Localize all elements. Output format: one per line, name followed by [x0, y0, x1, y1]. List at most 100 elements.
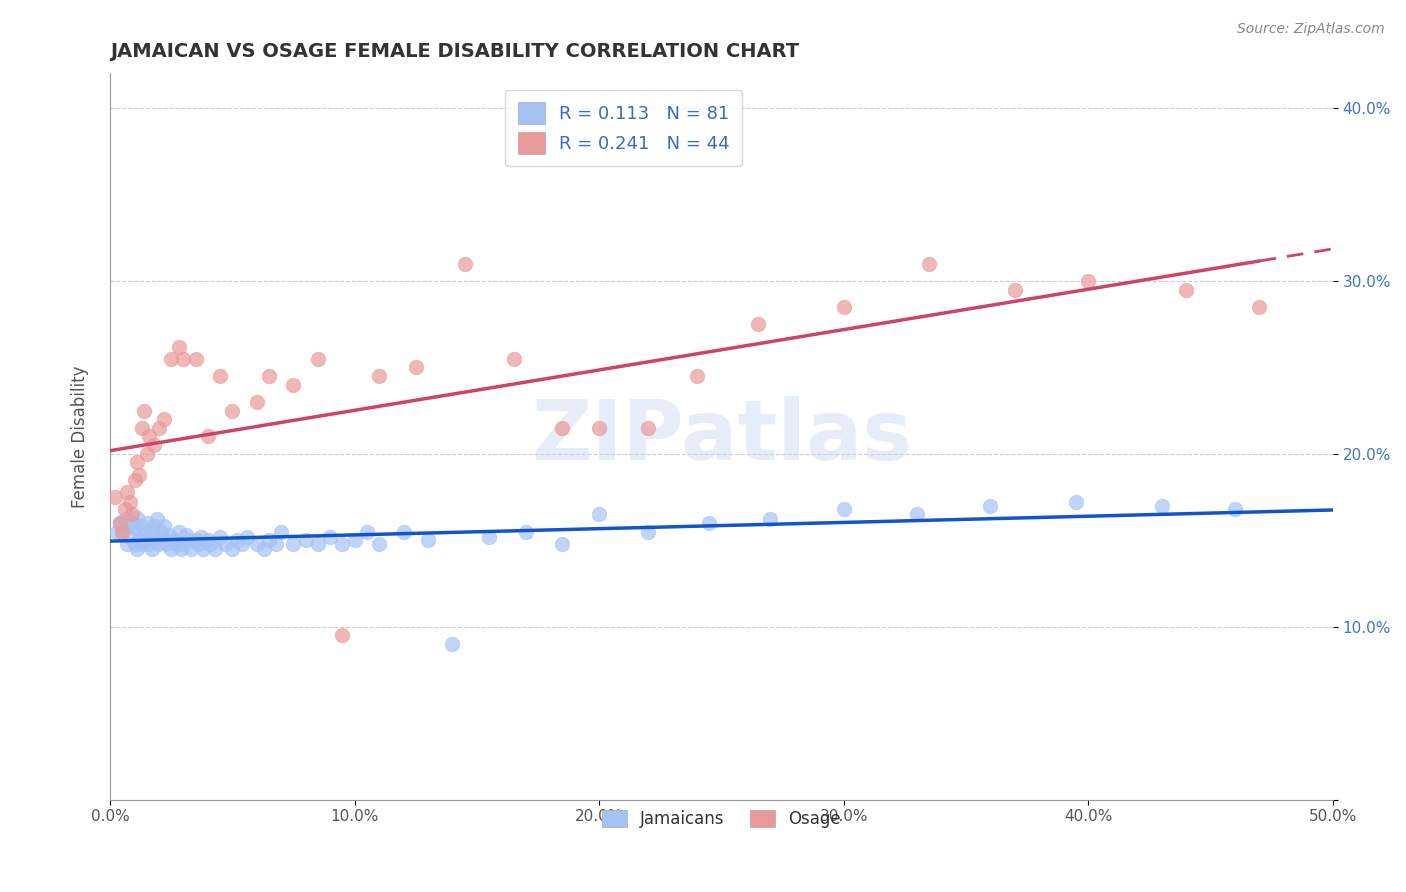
Point	[1223, 502, 1246, 516]
Point	[160, 351, 183, 366]
Point	[221, 541, 243, 556]
Point	[125, 510, 148, 524]
Text: JAMAICAN VS OSAGE FEMALE DISABILITY CORRELATION CHART: JAMAICAN VS OSAGE FEMALE DISABILITY CORR…	[110, 42, 799, 61]
Point	[125, 541, 148, 556]
Point	[214, 536, 236, 550]
Point	[1064, 495, 1087, 509]
Point	[441, 637, 464, 651]
Point	[209, 530, 232, 544]
Point	[148, 421, 170, 435]
Point	[153, 519, 176, 533]
Point	[184, 351, 207, 366]
Point	[637, 421, 659, 435]
Legend: Jamaicans, Osage: Jamaicans, Osage	[595, 804, 848, 835]
Point	[124, 521, 146, 535]
Point	[157, 528, 180, 542]
Point	[197, 533, 219, 548]
Point	[160, 541, 183, 556]
Point	[114, 502, 136, 516]
Point	[588, 508, 610, 522]
Point	[150, 524, 173, 539]
Point	[270, 524, 292, 539]
Point	[257, 368, 280, 383]
Point	[148, 536, 170, 550]
Point	[191, 541, 214, 556]
Point	[319, 530, 342, 544]
Point	[131, 519, 153, 533]
Point	[170, 541, 193, 556]
Point	[118, 495, 141, 509]
Point	[107, 524, 129, 539]
Point	[637, 524, 659, 539]
Point	[141, 524, 163, 539]
Point	[135, 447, 157, 461]
Point	[125, 455, 148, 469]
Point	[131, 421, 153, 435]
Point	[246, 536, 269, 550]
Point	[118, 530, 141, 544]
Point	[153, 412, 176, 426]
Point	[1077, 274, 1099, 288]
Point	[134, 403, 156, 417]
Point	[134, 524, 156, 539]
Point	[121, 516, 143, 530]
Point	[478, 530, 501, 544]
Point	[111, 524, 134, 539]
Point	[128, 467, 150, 482]
Point	[283, 536, 305, 550]
Point	[165, 536, 187, 550]
Y-axis label: Female Disability: Female Disability	[72, 365, 89, 508]
Point	[307, 536, 329, 550]
Point	[138, 536, 160, 550]
Point	[257, 533, 280, 548]
Point	[686, 368, 709, 383]
Point	[236, 530, 259, 544]
Point	[332, 536, 354, 550]
Point	[190, 530, 212, 544]
Point	[551, 421, 574, 435]
Point	[416, 533, 439, 548]
Point	[343, 533, 366, 548]
Point	[231, 536, 253, 550]
Text: Source: ZipAtlas.com: Source: ZipAtlas.com	[1237, 22, 1385, 37]
Point	[502, 351, 524, 366]
Point	[184, 533, 207, 548]
Point	[108, 516, 131, 530]
Point	[200, 536, 222, 550]
Point	[307, 351, 329, 366]
Point	[143, 438, 166, 452]
Point	[141, 541, 163, 556]
Point	[163, 533, 186, 548]
Point	[174, 528, 197, 542]
Point	[177, 533, 200, 548]
Point	[253, 541, 276, 556]
Point	[551, 536, 574, 550]
Point	[832, 300, 855, 314]
Point	[905, 508, 928, 522]
Point	[145, 512, 167, 526]
Point	[155, 536, 177, 550]
Point	[266, 536, 288, 550]
Point	[172, 351, 194, 366]
Point	[128, 533, 150, 548]
Point	[356, 524, 378, 539]
Point	[1150, 499, 1173, 513]
Point	[832, 502, 855, 516]
Point	[204, 541, 226, 556]
Point	[135, 516, 157, 530]
Point	[115, 536, 138, 550]
Point	[135, 533, 157, 548]
Point	[187, 536, 209, 550]
Point	[197, 429, 219, 443]
Point	[368, 368, 391, 383]
Point	[515, 524, 537, 539]
Point	[124, 536, 146, 550]
Point	[121, 508, 143, 522]
Point	[115, 484, 138, 499]
Point	[226, 533, 249, 548]
Point	[180, 541, 202, 556]
Point	[1004, 283, 1026, 297]
Point	[153, 533, 176, 548]
Point	[167, 524, 190, 539]
Point	[124, 473, 146, 487]
